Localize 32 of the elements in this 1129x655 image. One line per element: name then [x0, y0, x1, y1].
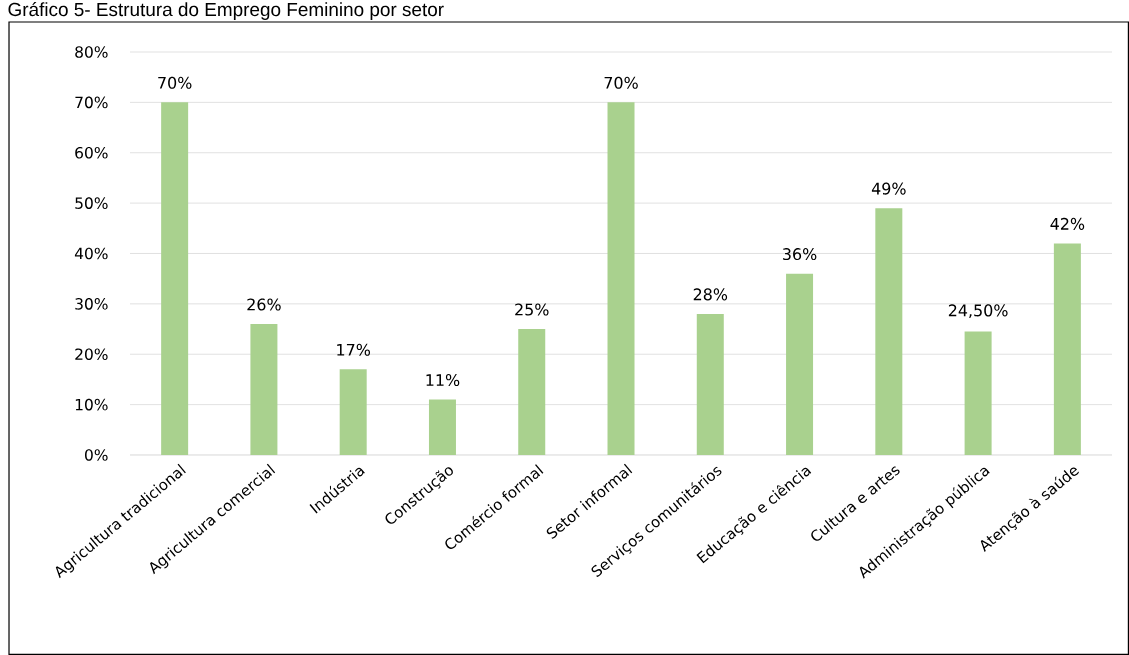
bar — [250, 324, 278, 455]
data-label: 17% — [337, 343, 371, 356]
y-tick-label: 10% — [75, 398, 108, 411]
data-label: 11% — [426, 374, 460, 387]
bar — [607, 102, 635, 455]
data-label: 24,50% — [948, 304, 1008, 319]
bar — [875, 208, 903, 455]
data-label: 49% — [871, 182, 906, 195]
bar — [786, 273, 814, 455]
y-tick-label: 50% — [75, 197, 108, 209]
y-tick-label: 60% — [75, 146, 108, 159]
y-tick-label: 0% — [85, 449, 108, 461]
data-label: 26% — [247, 298, 281, 311]
bar — [518, 329, 546, 455]
bar — [696, 313, 724, 455]
y-tick-label: 20% — [75, 348, 108, 361]
data-label: 70% — [604, 76, 638, 89]
bar — [964, 331, 992, 455]
y-tick-label: 30% — [75, 298, 108, 310]
y-tick-label: 40% — [74, 247, 108, 260]
data-label: 70% — [158, 76, 192, 89]
y-tick-label: 70% — [75, 96, 108, 109]
bar — [1053, 243, 1081, 455]
data-label: 36% — [783, 248, 817, 261]
y-tick-label: 80% — [75, 46, 108, 58]
data-label: 25% — [515, 303, 549, 316]
chart-title: Gráfico 5- Estrutura do Emprego Feminino por setor — [8, 2, 444, 20]
bar — [339, 369, 367, 455]
bar — [428, 399, 456, 455]
data-label: 28% — [693, 288, 728, 301]
bar — [161, 102, 189, 455]
data-label: 42% — [1050, 217, 1085, 230]
